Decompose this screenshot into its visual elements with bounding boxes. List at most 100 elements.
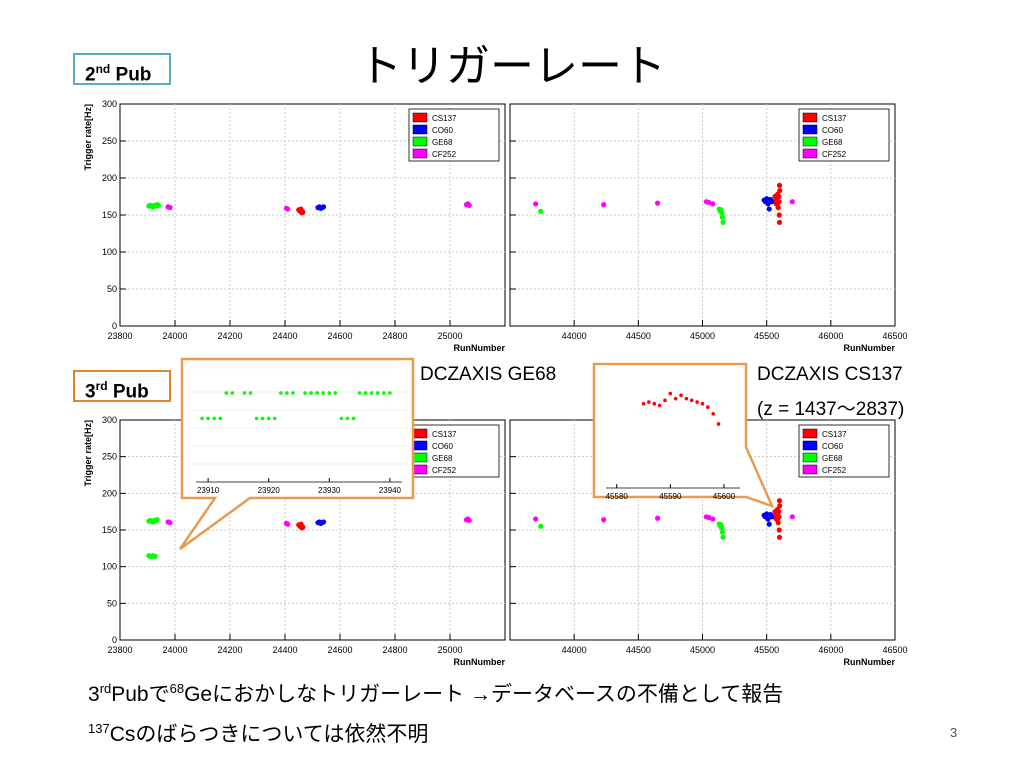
y-tick-label: 150 [102,525,117,535]
data-point-ge68 [538,208,544,214]
y-tick-label: 250 [102,136,117,146]
x-tick-label: 46000 [818,331,843,341]
data-point-co60 [766,206,772,212]
line1-sup2: 68 [169,681,185,696]
ge68-callout-box [178,357,415,551]
line2-rest: Csのばらつきについては依然不明 [109,723,429,746]
y-tick-label: 0 [112,321,117,331]
legend-entry: CF252 [432,150,457,159]
x-tick-label: 25000 [437,645,462,655]
x-tick-label: 24800 [382,645,407,655]
line2-sup: 137 [88,721,110,736]
inset-x-tick-label: 45600 [713,492,736,501]
legend: CS137 CO60 GE68 CF252 [408,424,500,478]
x-tick-label: 23800 [107,645,132,655]
x-tick-label: 24400 [272,645,297,655]
legend-swatch [802,112,818,123]
x-tick-label: 44000 [562,645,587,655]
pub2-word: Pub [115,64,152,86]
legend-entry: CS137 [432,430,457,439]
data-point-cs137 [776,182,783,188]
data-point-cs137 [657,403,662,408]
data-point-cs137 [668,391,673,396]
legend: CS137 CO60 GE68 CF252 [798,108,890,162]
y-tick-label: 0 [112,635,117,645]
data-point-cs137 [776,193,782,200]
legend-swatch [412,124,428,135]
data-point-ge68 [718,207,724,213]
data-point-ge68 [388,391,392,395]
data-point-ge68 [327,391,332,395]
pub2-num: 2 [85,64,96,86]
caption-cs137: DCZAXIS CS137 [757,364,903,385]
chart-inset-cs137: 45580 45590 45600 [606,391,740,501]
legend-entry: CO60 [432,442,453,451]
data-point-cs137 [695,400,699,404]
data-point-cs137 [689,398,694,403]
x-tick-label: 24600 [327,645,352,655]
legend-entry: CF252 [432,466,457,475]
chart-top-left: 23800 24000 24200 24400 24600 24800 25000 0 50 10… [83,99,506,353]
y-tick-label: 100 [102,247,117,257]
y-tick-label: 200 [102,488,117,498]
legend-swatch [412,148,428,159]
pub3-num: 3 [85,381,96,403]
chart-inset-ge68: 23910 23920 23930 23940 [196,391,402,495]
legend-swatch [802,440,818,451]
data-point-cf252 [466,202,472,208]
data-point-ge68 [260,416,265,421]
data-point-cs137 [774,516,781,522]
inset-x-tick-label: 45580 [606,492,629,501]
summary-line-2: 137Csのばらつきについては依然不明 [88,718,428,748]
data-point-ge68 [254,416,259,421]
data-point-ge68 [200,416,204,421]
data-point-ge68 [303,391,307,395]
data-point-cs137 [716,422,721,426]
line1-sup1: rd [99,681,112,696]
data-point-co60 [769,199,775,205]
data-point-ge68 [363,391,368,395]
data-point-ge68 [720,534,726,540]
data-point-ge68 [152,553,158,560]
data-point-ge68 [720,219,726,225]
data-point-ge68 [155,202,162,208]
x-axis-label: RunNumber [454,657,506,667]
data-point-cf252 [601,517,607,523]
data-point-cs137 [777,503,783,509]
data-point-cs137 [776,498,783,504]
data-point-co60 [320,204,327,210]
data-point-ge68 [248,391,253,395]
legend-entry: CF252 [822,466,847,475]
legend-swatch [412,112,428,123]
y-tick-label: 250 [102,452,117,462]
x-tick-label: 23800 [107,331,132,341]
y-tick-label: 100 [102,562,117,572]
x-tick-label: 24200 [217,331,242,341]
x-tick-label: 46500 [882,645,907,655]
y-tick-label: 50 [107,598,117,608]
slide-title: トリガーレート [358,41,666,92]
x-tick-label: 24800 [382,331,407,341]
data-point-cs137 [776,212,782,218]
data-point-co60 [765,516,771,522]
data-point-cs137 [679,393,683,398]
data-point-ge68 [242,391,247,395]
cs137-callout-box [592,362,775,509]
data-point-ge68 [224,391,229,395]
data-point-cs137 [652,401,657,406]
legend: CS137 CO60 GE68 CF252 [408,108,500,162]
data-point-co60 [766,521,772,527]
legend-swatch [412,428,428,439]
x-axis-label: RunNumber [844,343,896,353]
data-point-ge68 [351,416,356,421]
data-point-ge68 [538,523,544,529]
inset-x-tick-label: 23910 [197,486,220,495]
data-point-ge68 [154,517,160,523]
data-point-ge68 [382,391,386,395]
data-point-cs137 [776,219,783,225]
inset-x-tick-label: 23940 [379,486,402,495]
data-point-cs137 [673,396,678,401]
y-tick-label: 50 [107,284,117,294]
data-point-cs137 [647,400,651,404]
legend: CS137 CO60 GE68 CF252 [798,424,890,478]
